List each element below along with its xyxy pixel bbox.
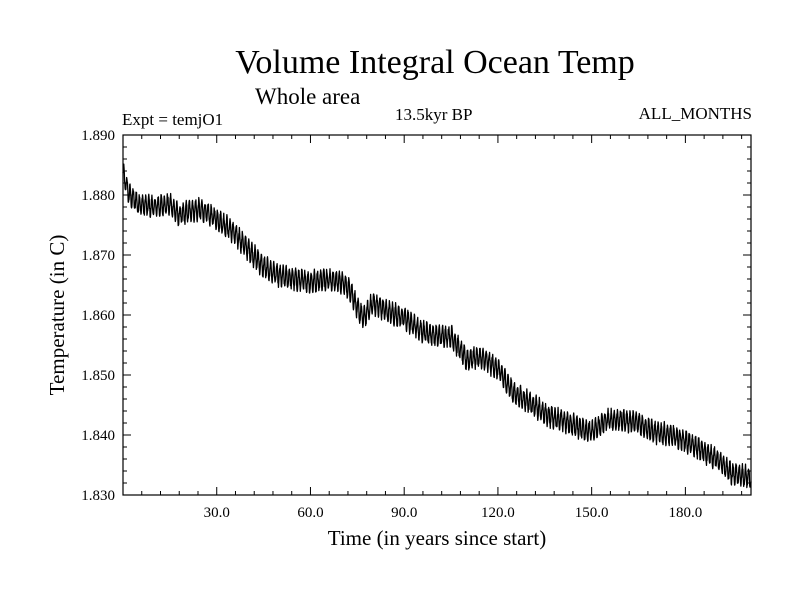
- chart-title: Volume Integral Ocean Temp: [235, 44, 635, 81]
- y-tick-label: 1.890: [81, 128, 115, 144]
- x-tick-label: 30.0: [204, 505, 230, 521]
- x-tick-label: 150.0: [575, 505, 609, 521]
- x-tick-label: 120.0: [481, 505, 515, 521]
- chart-subtitle: Whole area: [255, 84, 361, 109]
- period-label: 13.5kyr BP: [395, 105, 473, 124]
- temperature-series-line: [122, 163, 752, 489]
- months-label: ALL_MONTHS: [638, 104, 752, 123]
- y-tick-label: 1.830: [81, 488, 115, 504]
- experiment-label: Expt = temjO1: [122, 110, 224, 129]
- plot-frame: [122, 134, 752, 496]
- x-tick-label: 60.0: [297, 505, 323, 521]
- x-tick-label: 90.0: [391, 505, 417, 521]
- y-axis-label: Temperature (in C): [45, 235, 69, 396]
- x-tick-labels: 30.0 60.0 90.0 120.0 150.0 180.0: [204, 505, 703, 521]
- y-tick-label: 1.870: [81, 248, 115, 264]
- y-tick-labels: 1.830 1.840 1.850 1.860 1.870 1.880 1.890: [81, 128, 115, 504]
- y-tick-label: 1.850: [81, 368, 115, 384]
- x-axis-label: Time (in years since start): [328, 526, 547, 550]
- y-tick-label: 1.860: [81, 308, 115, 324]
- x-tick-label: 180.0: [669, 505, 703, 521]
- y-tick-label: 1.880: [81, 188, 115, 204]
- y-tick-label: 1.840: [81, 428, 115, 444]
